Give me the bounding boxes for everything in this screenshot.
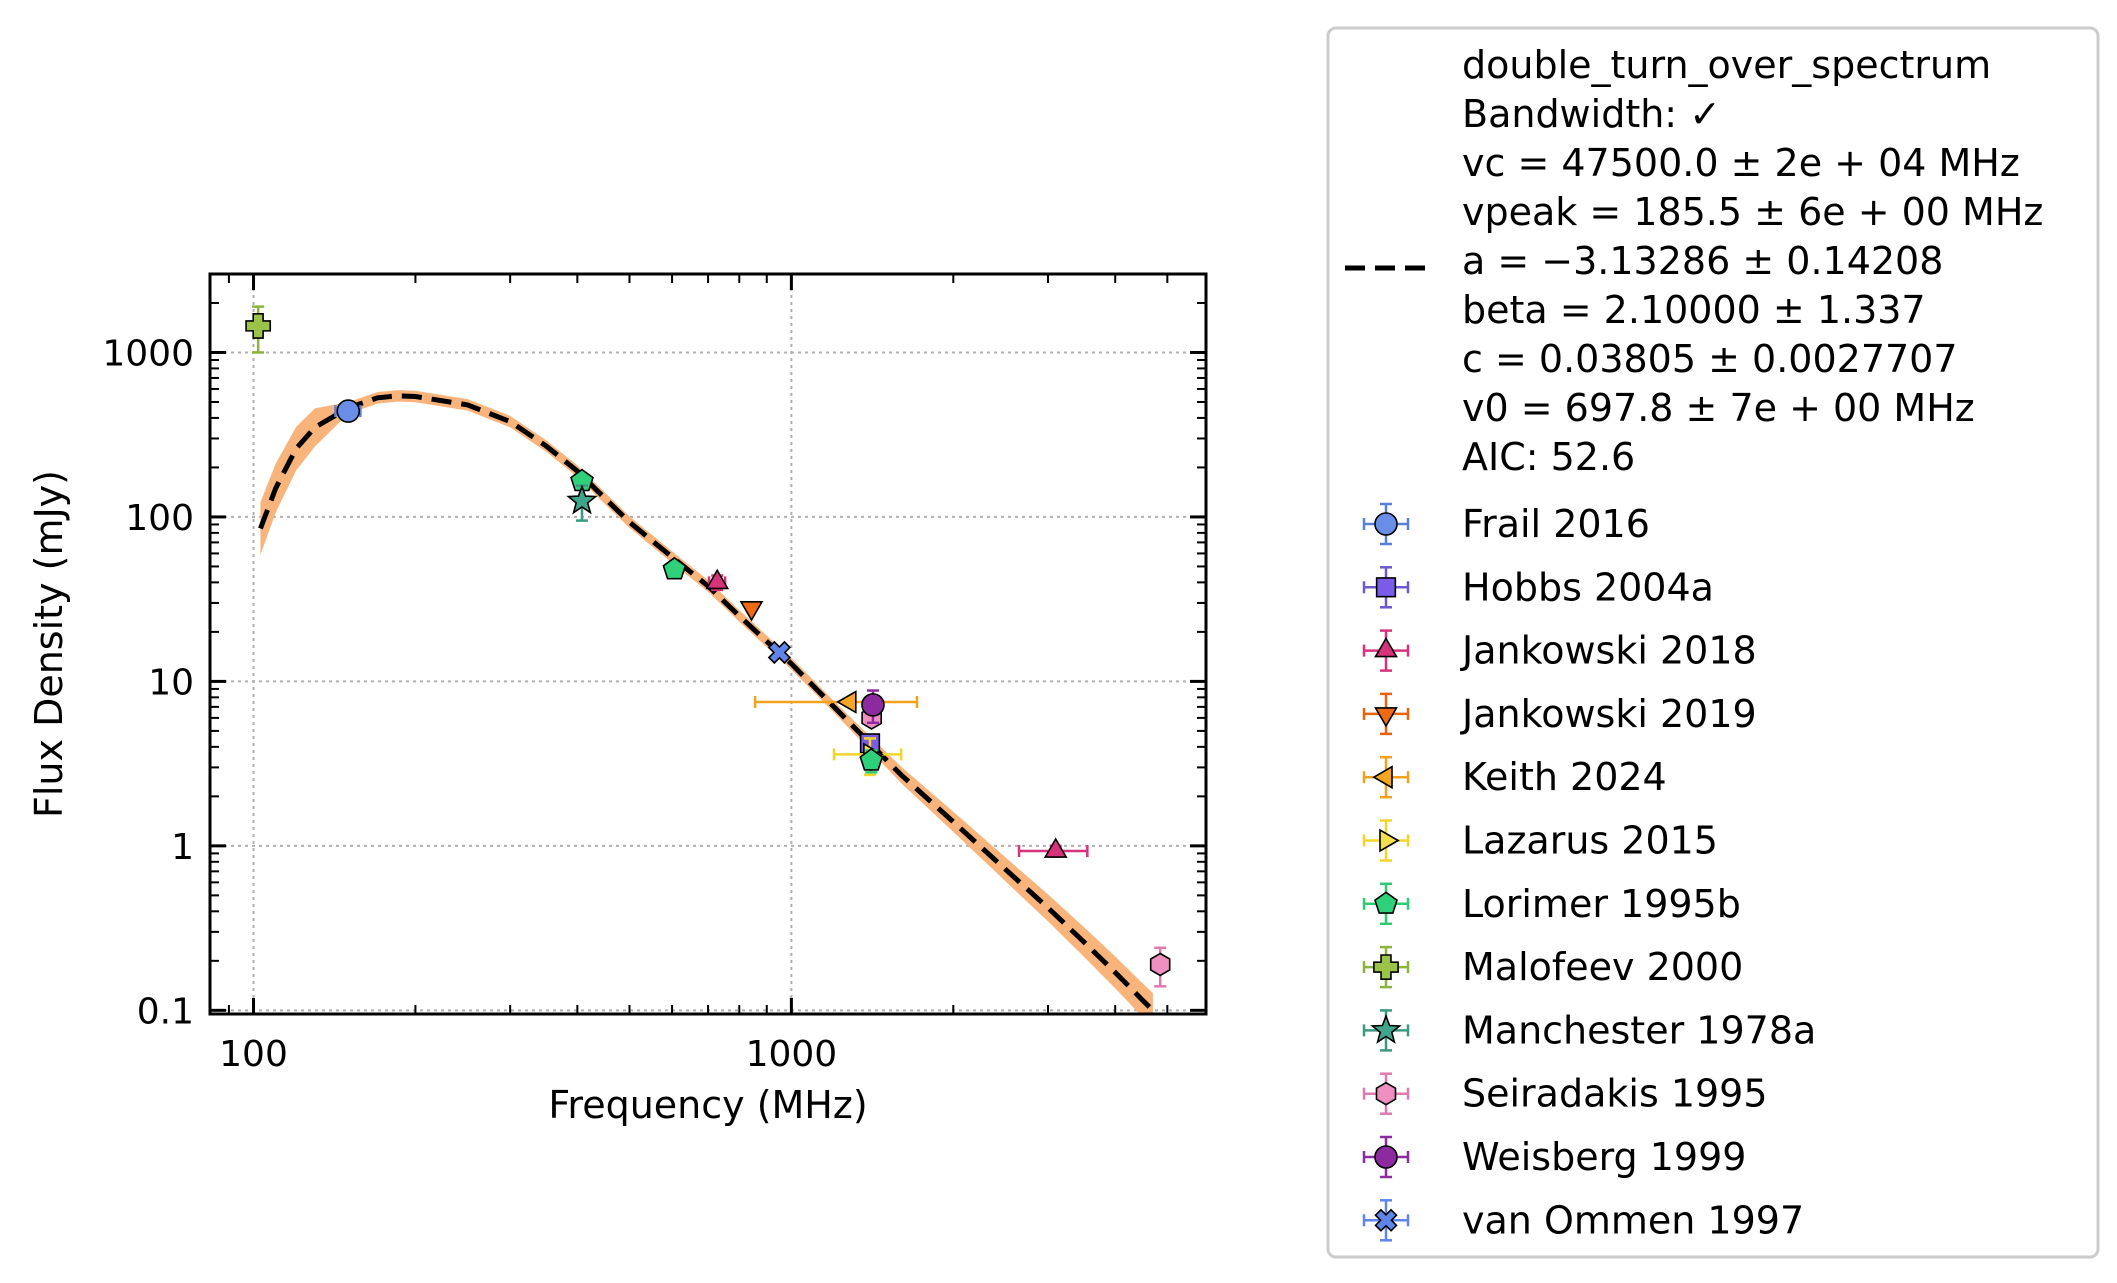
legend-marker: [1374, 707, 1398, 728]
series-manchester-1978a: [566, 484, 598, 522]
y-axis-label: Flux Density (mJy): [27, 470, 71, 818]
legend-marker: [1374, 1145, 1398, 1169]
legend-entry: Keith 2024: [1362, 755, 1667, 799]
legend-entry: Lazarus 2015: [1362, 819, 1718, 863]
data-point: [336, 399, 361, 423]
legend-label: Jankowski 2019: [1460, 692, 1757, 736]
legend-series-entries: Frail 2016 Hobbs 2004a Jankowski 2018 Janko…: [1362, 502, 1816, 1242]
y-tick-label: 100: [125, 498, 194, 539]
data-points: [245, 305, 1171, 988]
series-keith-2024: [753, 690, 919, 714]
data-point: [566, 484, 598, 515]
legend: double_turn_over_spectrum Bandwidth: ✓ vc …: [1326, 26, 2100, 1259]
tick-labels: 100 1000 0.1 1 10 100 1000: [102, 333, 837, 1075]
legend-entry: Frail 2016: [1362, 502, 1650, 546]
legend-entry: Manchester 1978a: [1362, 1008, 1816, 1052]
data-point: [859, 748, 884, 771]
legend-marker: [1374, 512, 1398, 536]
legend-label: Jankowski 2018: [1460, 629, 1757, 673]
legend-marker: [1375, 577, 1397, 598]
legend-label: Frail 2016: [1462, 502, 1650, 546]
legend-entry: Jankowski 2018: [1362, 629, 1757, 673]
data-point: [245, 313, 272, 339]
legend-fit-line: vpeak = 185.5 ± 6e + 00 MHz: [1462, 190, 2043, 234]
legend-fit-line: v0 = 697.8 ± 7e + 00 MHz: [1462, 386, 1975, 430]
legend-marker: [1372, 765, 1393, 790]
data-point: [767, 640, 792, 665]
series-van-ommen-1997: [767, 640, 792, 665]
legend-label: Lazarus 2015: [1462, 819, 1718, 863]
legend-marker: [1375, 1081, 1397, 1106]
legend-entry: Malofeev 2000: [1362, 945, 1743, 989]
legend-frame: [1326, 26, 2100, 1259]
axis-ticks: [210, 273, 1206, 1014]
y-tick-label: 0.1: [137, 991, 194, 1032]
legend-marker: [1374, 636, 1398, 658]
series-frail-2016: [334, 399, 362, 423]
x-axis-label: Frequency (MHz): [548, 1083, 867, 1127]
legend-marker: [1370, 1013, 1402, 1044]
legend-fit-line: c = 0.03805 ± 0.0027707: [1462, 337, 1958, 381]
data-point: [739, 600, 764, 622]
fit-curve: [258, 393, 1155, 1013]
data-point: [1149, 952, 1171, 977]
y-tick-label: 10: [148, 662, 194, 703]
legend-marker: [1374, 1208, 1398, 1232]
data-point: [662, 556, 687, 580]
series-jankowski-2018: [705, 568, 1089, 858]
series-weisberg-1999: [861, 689, 885, 725]
series-jankowski-2019: [739, 600, 764, 622]
legend-marker: [1373, 954, 1399, 980]
legend-entry: Weisberg 1999: [1362, 1135, 1746, 1179]
data-point: [836, 690, 857, 714]
legend-label: Lorimer 1995b: [1462, 882, 1741, 926]
legend-entry: Hobbs 2004a: [1362, 565, 1714, 609]
legend-entry: Seiradakis 1995: [1362, 1072, 1768, 1116]
legend-marker: [1374, 891, 1398, 914]
legend-fit-line: a = −3.13286 ± 0.14208: [1462, 239, 1943, 283]
x-tick-label: 1000: [746, 1034, 838, 1075]
legend-label: Hobbs 2004a: [1462, 565, 1714, 609]
y-tick-label: 1: [171, 827, 194, 868]
y-tick-label: 1000: [102, 333, 194, 374]
legend-label: Manchester 1978a: [1462, 1008, 1816, 1052]
legend-marker: [1379, 828, 1400, 853]
legend-fit-text: double_turn_over_spectrum Bandwidth: ✓ vc …: [1462, 43, 2043, 479]
legend-fit-line: beta = 2.10000 ± 1.337: [1462, 288, 1926, 332]
legend-entry: Jankowski 2019: [1362, 692, 1757, 736]
data-point: [705, 568, 730, 590]
legend-fit-line: Bandwidth: ✓: [1462, 92, 1721, 136]
legend-fit-line: vc = 47500.0 ± 2e + 04 MHz: [1462, 141, 2020, 185]
legend-label: Keith 2024: [1462, 755, 1667, 799]
legend-label: Seiradakis 1995: [1462, 1072, 1768, 1116]
legend-entry: van Ommen 1997: [1362, 1198, 1804, 1242]
legend-entry: Lorimer 1995b: [1362, 882, 1741, 926]
x-tick-label: 100: [219, 1034, 288, 1075]
legend-fit-line: AIC: 52.6: [1462, 435, 1635, 479]
legend-label: Malofeev 2000: [1462, 945, 1743, 989]
data-point: [861, 693, 885, 717]
series-malofeev-2000: [245, 305, 272, 354]
legend-fit-line: double_turn_over_spectrum: [1462, 43, 1991, 87]
fit-line: [258, 393, 1155, 1013]
legend-label: van Ommen 1997: [1462, 1198, 1804, 1242]
data-point: [1043, 837, 1068, 858]
legend-label: Weisberg 1999: [1462, 1135, 1746, 1179]
